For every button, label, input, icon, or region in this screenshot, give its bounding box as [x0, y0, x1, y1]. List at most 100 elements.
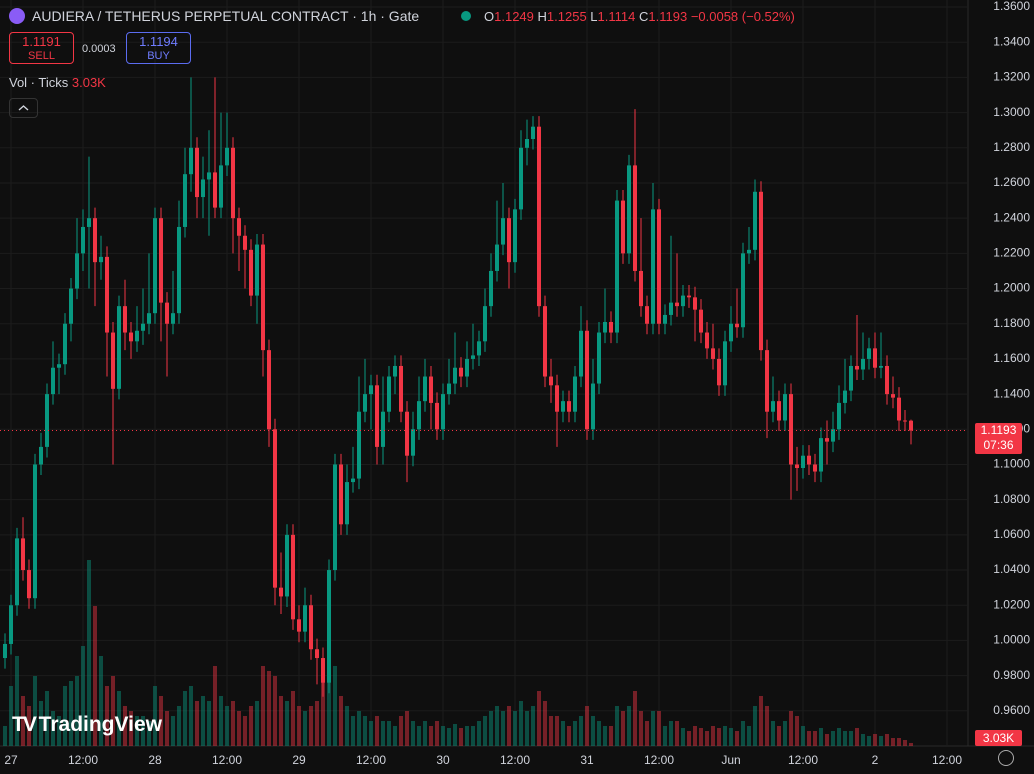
spread: 0.0003 [82, 43, 116, 55]
volume-bar [783, 721, 787, 746]
symbol-title[interactable]: AUDIERA / TETHERUS PERPETUAL CONTRACT · … [32, 8, 420, 24]
volume-bar [579, 716, 583, 746]
candle-body [867, 348, 871, 359]
price-label: 1.1193 07:36 [975, 423, 1022, 454]
y-tick-label: 1.0200 [993, 597, 1030, 611]
y-tick-label: 1.0800 [993, 492, 1030, 506]
c-label: C [639, 9, 649, 24]
volume-bar [261, 666, 265, 746]
volume-bar [219, 696, 223, 746]
volume-bar [639, 711, 643, 746]
volume-bar [309, 706, 313, 746]
volume-bar [873, 734, 877, 746]
candle-body [15, 538, 19, 606]
volume-legend: Vol · Ticks 3.03K [9, 75, 106, 90]
volume-bar [711, 726, 715, 746]
candle-body [879, 365, 883, 368]
candle-body [219, 165, 223, 208]
candle-body [843, 390, 847, 403]
volume-bar [747, 726, 751, 746]
volume-bar [297, 706, 301, 746]
candle-body [573, 376, 577, 412]
volume-bar [15, 656, 19, 746]
volume-bar [507, 706, 511, 746]
candle-body [765, 350, 769, 412]
candle-body [861, 358, 865, 370]
candle-body [447, 383, 451, 395]
candle-body [387, 376, 391, 412]
logo-text: TradingView [38, 713, 162, 736]
volume-bar [831, 731, 835, 746]
candle-body [141, 323, 145, 331]
volume-bar [213, 666, 217, 746]
candle-body [201, 179, 205, 198]
volume-bar [405, 711, 409, 746]
volume-bar [129, 711, 133, 746]
candle-body [873, 348, 877, 368]
y-tick-label: 1.3400 [993, 34, 1030, 48]
volume-bar [519, 701, 523, 746]
volume-bar [135, 716, 139, 746]
volume-bar [99, 656, 103, 746]
settings-icon[interactable] [998, 750, 1014, 766]
volume-bar [627, 706, 631, 746]
buy-button[interactable]: 1.1194 BUY [126, 32, 191, 64]
volume-bar [321, 676, 325, 746]
volume-bar [861, 734, 865, 746]
candle-body [315, 649, 319, 659]
candle-body [777, 401, 781, 421]
volume-bar [603, 726, 607, 746]
y-tick-label: 1.3600 [993, 0, 1030, 13]
x-tick-label: 2 [872, 753, 879, 767]
candle-body [771, 401, 775, 412]
candle-body [45, 394, 49, 447]
x-tick-label: Jun [721, 753, 740, 767]
volume-bar [669, 721, 673, 746]
volume-bar [87, 560, 91, 746]
candle-body [183, 174, 187, 227]
volume-bar [255, 701, 259, 746]
candle-body [615, 200, 619, 333]
candle-body [603, 321, 607, 333]
volume-bar [333, 666, 337, 746]
volume-bar [825, 734, 829, 746]
tradingview-logo: TV TradingView [12, 713, 162, 736]
candle-body [501, 218, 505, 245]
candle-body [39, 446, 43, 465]
candle-body [831, 429, 835, 442]
candle-body [813, 464, 817, 472]
volume-bar [315, 701, 319, 746]
volume-bar [33, 676, 37, 746]
candle-body [855, 365, 859, 370]
candle-body [465, 358, 469, 377]
volume-bar [93, 606, 97, 746]
candle-body [627, 165, 631, 254]
volume-bar [525, 711, 529, 746]
candle-body [681, 295, 685, 307]
candle-body [291, 534, 295, 620]
volume-bar [777, 726, 781, 746]
volume-bar [615, 706, 619, 746]
x-tick-label: 12:00 [212, 753, 242, 767]
o-value: 1.1249 [494, 9, 534, 24]
buy-price: 1.1194 [139, 34, 178, 49]
volume-bar [651, 711, 655, 746]
volume-bar [489, 711, 493, 746]
candle-body [243, 235, 247, 250]
candle-body [345, 482, 349, 525]
volume-bar [621, 711, 625, 746]
volume-bar [723, 726, 727, 746]
sell-button[interactable]: 1.1191 SELL [9, 32, 74, 64]
volume-bar [885, 734, 889, 746]
candle-body [699, 309, 703, 333]
volume-bar [855, 728, 859, 746]
candle-body [93, 218, 97, 263]
collapse-button[interactable] [9, 98, 38, 118]
candle-body [273, 429, 277, 588]
volume-bar [465, 726, 469, 746]
volume-bar [897, 738, 901, 746]
candle-body [849, 365, 853, 391]
candle-body [249, 249, 253, 296]
